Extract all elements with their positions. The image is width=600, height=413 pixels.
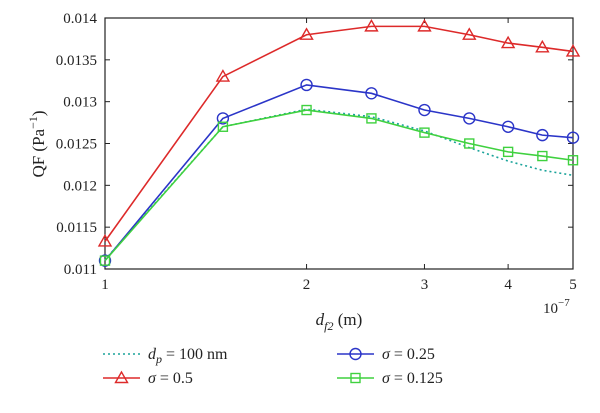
y-tick-label: 0.012 <box>63 178 97 194</box>
x-tick-label: 5 <box>569 277 577 293</box>
series-0 <box>104 108 574 261</box>
legend: dp = 100 nmσ = 0.5σ = 0.25σ = 0.125 <box>103 346 443 387</box>
series-2 <box>98 78 580 267</box>
data-point <box>417 18 432 32</box>
x-axis-multiplier-base: 10 <box>543 301 558 317</box>
legend-label-text: = 0.125 <box>390 370 443 387</box>
legend-label-symbol: d <box>148 346 157 363</box>
legend-item: σ = 0.25 <box>337 346 435 363</box>
legend-item: σ = 0.125 <box>337 370 443 387</box>
data-point <box>364 18 379 32</box>
x-axis-label: df2 (m) <box>316 310 363 333</box>
series-1 <box>97 18 581 247</box>
data-point <box>535 39 550 53</box>
data-point <box>566 131 580 144</box>
legend-label: σ = 0.125 <box>382 370 443 387</box>
legend-swatch-marker <box>349 347 362 361</box>
data-point <box>301 104 312 116</box>
data-point <box>216 112 230 125</box>
axis-ticks: 1 2 3 4 5 0.011 0.0115 0.012 0.0125 0.013 0.0135 0.… <box>56 11 577 293</box>
y-axis-label-close: ) <box>29 110 48 116</box>
data-point <box>537 150 548 162</box>
legend-label-symbol: σ <box>382 346 391 363</box>
legend-label-sub: p <box>155 352 162 366</box>
series-line <box>104 25 574 242</box>
data-point <box>462 27 477 40</box>
legend-label-text: = 0.5 <box>156 370 193 387</box>
data-point <box>217 121 229 132</box>
y-axis-label-base: QF (Pa <box>29 128 48 177</box>
legend-label-text: = 100 nm <box>162 346 228 363</box>
x-tick-label: 1 <box>101 277 109 293</box>
data-point <box>536 128 549 142</box>
legend-label: dp = 100 nm <box>148 346 228 366</box>
x-tick-label: 2 <box>303 277 311 293</box>
data-point <box>418 103 431 117</box>
data-point <box>419 127 430 138</box>
legend-label-symbol: σ <box>382 370 391 387</box>
data-point <box>300 78 313 92</box>
legend-label: σ = 0.25 <box>382 346 435 363</box>
data-point <box>500 35 516 49</box>
y-tick-label: 0.0115 <box>56 220 97 236</box>
x-tick-label: 3 <box>421 277 429 293</box>
x-axis-label-unit: (m) <box>334 310 363 329</box>
data-point <box>567 155 579 166</box>
legend-label: σ = 0.5 <box>148 370 193 387</box>
data-point <box>501 120 515 133</box>
y-tick-label: 0.014 <box>63 11 97 27</box>
data-point <box>366 113 377 124</box>
series-line <box>104 84 574 262</box>
y-tick-label: 0.0135 <box>56 53 97 69</box>
x-axis-multiplier-exp: −7 <box>558 297 570 309</box>
legend-item: dp = 100 nm <box>103 346 228 366</box>
x-axis-label-sub: f2 <box>324 319 333 333</box>
data-point <box>464 138 475 149</box>
data-point <box>365 87 378 100</box>
series-3 <box>99 104 579 266</box>
legend-swatch-marker <box>350 372 361 384</box>
data-point <box>502 146 514 158</box>
legend-label-symbol: σ <box>148 370 157 387</box>
x-tick-label: 4 <box>504 277 512 293</box>
series-line <box>104 109 574 262</box>
series-layer <box>97 18 581 267</box>
y-tick-label: 0.0125 <box>56 137 97 153</box>
legend-item: σ = 0.5 <box>103 370 193 387</box>
x-axis-multiplier: 10−7 <box>543 297 570 317</box>
series-line <box>104 108 574 261</box>
y-axis-label: QF (Pa−1) <box>26 110 48 177</box>
data-point <box>299 27 314 40</box>
legend-swatch-marker <box>114 370 129 384</box>
y-axis-label-exp: −1 <box>26 116 40 129</box>
data-point <box>215 69 231 82</box>
y-tick-label: 0.013 <box>63 95 97 111</box>
data-point <box>565 44 581 57</box>
y-tick-label: 0.011 <box>64 262 97 278</box>
data-point <box>463 112 476 125</box>
data-point <box>99 255 111 266</box>
legend-label-text: = 0.25 <box>390 346 435 363</box>
x-axis-label-var: d <box>316 310 325 329</box>
data-point <box>97 233 113 247</box>
data-point <box>98 254 112 267</box>
